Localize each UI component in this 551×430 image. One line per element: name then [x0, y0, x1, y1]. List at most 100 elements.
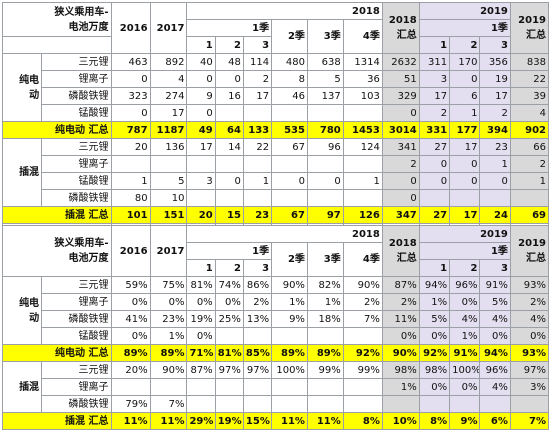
row-label: 锰酸锂 — [41, 172, 112, 190]
table-cell: 0% — [186, 293, 216, 311]
table-cell: 66 — [509, 138, 550, 156]
cell-wrap: 99% — [310, 363, 341, 378]
cell-wrap: 94% — [422, 278, 447, 293]
t2-col-2019-m1: 1 — [418, 259, 451, 277]
cell-wrap: 97% — [513, 363, 546, 378]
col-2018-q3: 3季 — [306, 19, 344, 54]
cell-value: 81% — [217, 347, 242, 359]
cell-wrap: 90% — [274, 278, 305, 293]
cell-value: 1% — [289, 296, 305, 308]
table-cell: 4% — [479, 378, 511, 396]
table-cell: 90% — [149, 361, 188, 379]
table-cell: 98% — [418, 361, 451, 379]
table-cell: 9% — [271, 310, 308, 328]
table-cell: 19% — [186, 310, 216, 328]
row-label: 锂离子 — [41, 293, 112, 311]
t2-col-2018-q3: 3季 — [306, 242, 344, 277]
table2-title: 狭义乘用车- 电池万度 — [2, 225, 112, 277]
cell-wrap: 81% — [217, 346, 242, 361]
table-cell: 15% — [242, 412, 273, 430]
total-row: 插混 汇总 11% 11% 29% 19% 15% 11% 11% 8% 10% 8% 9% 6% 7% — [2, 412, 550, 430]
row-label: 三元锂 — [41, 138, 112, 156]
table-row: 纯电动三元锂 463 892 40 48 114 480 638 1314 2632 311 170 3… — [1, 53, 550, 122]
table-cell: 86% — [242, 276, 273, 294]
cell-value: 4% — [461, 313, 478, 325]
cell-wrap: 90% — [153, 363, 184, 378]
table-cell: 81% — [214, 344, 244, 362]
table-cell: 1187 — [149, 121, 188, 139]
cell-wrap: 0% — [513, 329, 546, 344]
table-cell: 0 — [381, 172, 420, 190]
cell-value: 0% — [131, 330, 148, 342]
table-cell: 356 — [479, 53, 511, 71]
col-2018-m1: 1 — [186, 36, 216, 54]
cell-value: 0% — [225, 296, 241, 308]
cell-wrap: 10% — [385, 414, 417, 429]
cell-value: 0% — [492, 330, 508, 342]
table-cell: 87% — [381, 276, 420, 294]
cell-value: 92% — [355, 347, 380, 359]
cell-wrap: 0% — [452, 295, 478, 310]
cell-wrap: 1% — [153, 329, 185, 344]
cell-wrap — [385, 397, 417, 412]
table-cell: 6% — [479, 412, 511, 430]
cell-wrap — [189, 380, 212, 395]
cell-value: 94% — [483, 347, 508, 359]
cell-value: 0% — [168, 296, 185, 308]
table-cell: 0% — [186, 327, 216, 345]
table-row: 锂离子 0% 0% 0% 0% 2% 1% 1% 2% 2% 1% 0% 5% 2% — [3, 293, 550, 311]
cell-wrap: 4% — [482, 380, 508, 395]
cell-wrap — [310, 380, 341, 395]
table-cell: 13% — [242, 310, 273, 328]
table-cell: 74% — [214, 276, 244, 294]
cell-wrap: 86% — [246, 278, 269, 293]
cell-value: 5% — [492, 296, 508, 308]
cell-value: 9% — [289, 313, 305, 325]
cell-wrap: 1% — [452, 329, 478, 344]
cell-wrap — [346, 397, 380, 412]
table-cell — [186, 378, 216, 396]
table-cell: 5 — [306, 70, 344, 88]
t2-col-2018: 2018 — [186, 225, 383, 243]
table-cell: 114 — [242, 53, 273, 71]
t2-col-2019-m3: 3 — [479, 259, 511, 277]
table-cell: 67 — [271, 138, 308, 156]
cell-value: 90% — [357, 279, 380, 291]
cell-wrap: 25% — [218, 312, 241, 327]
cell-wrap — [246, 380, 269, 395]
table-cell: 19 — [479, 70, 511, 88]
table-cell: 1% — [418, 293, 451, 311]
table-cell: 347 — [381, 206, 420, 224]
cell-value: 81% — [190, 279, 213, 291]
cell-value: 41% — [125, 313, 148, 325]
table-cell: 64 — [214, 121, 244, 139]
cell-wrap: 0% — [114, 329, 148, 344]
table-cell — [271, 155, 308, 173]
cell-value: 11% — [160, 415, 185, 427]
cell-wrap: 7% — [346, 312, 380, 327]
table-cell: 96% — [479, 361, 511, 379]
table-cell: 14 — [214, 138, 244, 156]
table-cell: 1 — [242, 172, 273, 190]
cell-wrap: 92% — [422, 346, 447, 361]
cell-value: 59% — [125, 279, 148, 291]
table-cell: 274 — [149, 87, 188, 105]
table-cell: 0 — [381, 189, 420, 207]
cell-value: 0% — [196, 296, 213, 308]
group-label-ev: 纯电动 — [1, 53, 43, 122]
table-cell: 17 — [479, 87, 511, 105]
cell-value: 87% — [190, 364, 213, 376]
cell-wrap: 7% — [153, 397, 185, 412]
t2-col-2018-m1: 1 — [186, 259, 216, 277]
table-row: 纯电动三元锂 59% 75% 81% 74% 86% 90% 82% 90% 87% 94% 96% 9… — [1, 276, 550, 345]
table-cell: 0 — [214, 172, 244, 190]
table-cell: 89% — [149, 344, 188, 362]
table-cell: 97% — [242, 361, 273, 379]
table-cell: 0 — [306, 172, 344, 190]
table-cell: 0 — [381, 104, 420, 122]
total-row: 纯电动 汇总 787 1187 49 64 133 535 780 1453 3014 331 177… — [2, 121, 550, 139]
cell-value: 96% — [485, 364, 508, 376]
table-cell: 17 — [449, 138, 481, 156]
cell-value: 19% — [217, 415, 242, 427]
cell-wrap: 8% — [422, 414, 447, 429]
